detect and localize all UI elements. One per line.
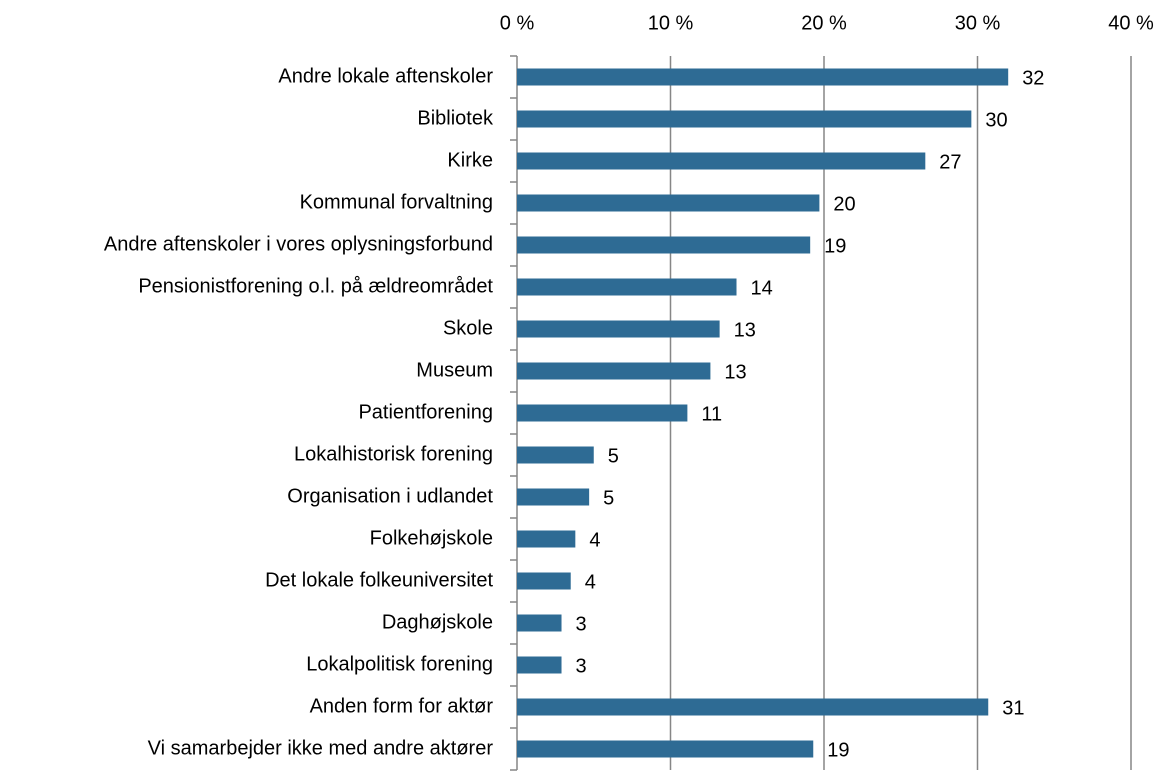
bar [517,362,711,380]
bar [517,530,576,548]
y-tick-label: Andre aftenskoler i vores oplysningsforb… [104,233,493,255]
value-label: 32 [1022,67,1044,89]
value-label: 27 [939,151,961,173]
value-label: 5 [603,487,614,509]
value-label: 19 [824,235,846,257]
y-tick-label: Pensionistforening o.l. på ældreområdet [138,275,493,297]
y-tick-label: Skole [443,317,493,339]
value-label: 19 [827,739,849,761]
value-label: 11 [701,403,722,425]
x-tick-label: 0 % [500,12,535,34]
x-tick-label: 30 % [955,12,1001,34]
y-tick-label: Kommunal forvaltning [300,191,493,213]
y-tick-label: Lokalhistorisk forening [294,443,493,465]
bar [517,320,720,338]
bar [517,236,811,254]
y-tick-label: Det lokale folkeuniversitet [265,569,493,591]
y-tick-label: Organisation i udlandet [287,485,493,507]
y-tick-label: Folkehøjskole [370,527,493,549]
y-tick-label: Museum [416,359,493,381]
x-tick-label: 20 % [801,12,847,34]
y-tick-label: Patientforening [358,401,493,423]
bar [517,110,972,128]
x-tick-label: 10 % [648,12,694,34]
value-label: 14 [751,277,773,299]
bar [517,68,1009,86]
bar [517,152,926,170]
bar [517,446,594,464]
y-tick-label: Andre lokale aftenskoler [278,65,493,87]
bar [517,404,688,422]
value-label: 3 [576,655,587,677]
value-label: 5 [608,445,619,467]
y-tick-label: Vi samarbejder ikke med andre aktører [148,737,494,759]
bar [517,614,562,632]
bar [517,698,989,716]
y-tick-label: Lokalpolitisk forening [306,653,493,675]
bar [517,656,562,674]
bar [517,488,590,506]
bar [517,572,571,590]
y-tick-label: Daghøjskole [382,611,493,633]
y-tick-label: Anden form for aktør [310,695,494,717]
value-label: 31 [1002,697,1024,719]
value-label: 3 [576,613,587,635]
value-label: 13 [724,361,746,383]
bar [517,194,820,212]
y-tick-label: Bibliotek [417,107,494,129]
value-label: 4 [589,529,600,551]
value-label: 4 [585,571,596,593]
x-tick-label: 40 % [1108,12,1154,34]
value-label: 30 [985,109,1007,131]
bar [517,278,737,296]
value-label: 20 [833,193,855,215]
value-label: 13 [734,319,756,341]
bar [517,740,814,758]
y-tick-label: Kirke [447,149,493,171]
